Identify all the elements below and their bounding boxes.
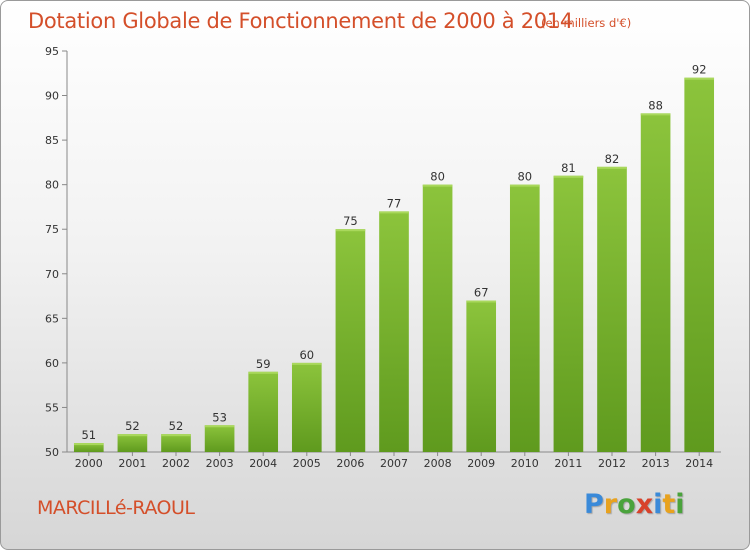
data-label: 77: [387, 196, 402, 210]
logo-letter: r: [603, 489, 618, 520]
y-tick-label: 75: [45, 223, 59, 236]
data-label: 80: [517, 170, 532, 184]
data-label: 51: [81, 428, 96, 442]
x-tick-label: 2011: [554, 457, 582, 470]
x-tick-label: 2006: [336, 457, 364, 470]
bar: [73, 443, 104, 452]
bar: [509, 184, 540, 452]
y-tick-label: 60: [45, 357, 59, 370]
data-label: 80: [430, 170, 445, 184]
data-label: 92: [692, 63, 707, 77]
chart-subtitle: (en milliers d'€): [541, 16, 632, 30]
x-tick-label: 2005: [293, 457, 321, 470]
bar: [161, 434, 191, 452]
y-tick-label: 65: [45, 312, 59, 325]
bar: [379, 211, 409, 452]
bar: [204, 425, 235, 452]
logo-letter: t: [662, 489, 676, 520]
bar-highlight: [466, 300, 497, 303]
bar-highlight: [509, 184, 540, 187]
data-label: 52: [125, 419, 140, 433]
logo-letter: o: [617, 489, 636, 520]
data-label: 81: [561, 161, 576, 175]
bar: [422, 184, 453, 452]
x-tick-label: 2014: [685, 457, 713, 470]
logo-letter: i: [653, 489, 663, 520]
x-tick-label: 2001: [118, 457, 146, 470]
data-label: 82: [605, 152, 620, 166]
logo-letter: x: [635, 489, 654, 520]
y-tick-label: 85: [45, 134, 59, 147]
x-tick-label: 2012: [598, 457, 626, 470]
x-tick-label: 2004: [249, 457, 277, 470]
x-tick-label: 2008: [424, 457, 452, 470]
bar: [640, 113, 671, 452]
bar-highlight: [422, 184, 453, 187]
bar-highlight: [204, 425, 235, 428]
x-tick-label: 2000: [75, 457, 103, 470]
bar: [466, 300, 497, 452]
bar-highlight: [553, 175, 584, 178]
bar: [597, 166, 627, 452]
bar-highlight: [335, 229, 366, 232]
y-tick-label: 80: [45, 179, 59, 192]
bar-highlight: [73, 443, 104, 446]
data-label: 67: [474, 286, 489, 300]
x-tick-label: 2013: [642, 457, 670, 470]
data-label: 53: [212, 410, 227, 424]
bar-highlight: [117, 434, 148, 437]
bar: [553, 175, 584, 452]
data-label: 60: [299, 348, 314, 362]
bar-highlight: [379, 211, 409, 214]
data-label: 88: [648, 98, 663, 112]
bar-highlight: [640, 113, 671, 116]
proxiti-logo: Proxiti: [584, 489, 685, 520]
bar: [248, 371, 279, 452]
bar-highlight: [291, 362, 322, 365]
data-label: 59: [256, 357, 271, 371]
bar-highlight: [161, 434, 191, 437]
x-tick-label: 2010: [511, 457, 539, 470]
bar: [117, 434, 148, 452]
data-label: 75: [343, 214, 358, 228]
chart-title: Dotation Globale de Fonctionnement de 20…: [28, 9, 573, 33]
y-tick-label: 55: [45, 401, 59, 414]
data-label: 52: [169, 419, 184, 433]
bar: [684, 77, 715, 452]
x-tick-label: 2002: [162, 457, 190, 470]
bar-highlight: [248, 371, 279, 374]
bar: [335, 229, 366, 452]
logo-letter: P: [584, 489, 604, 520]
x-tick-label: 2009: [467, 457, 495, 470]
y-tick-label: 50: [45, 446, 59, 459]
y-tick-label: 90: [45, 90, 59, 103]
bar-highlight: [684, 77, 715, 80]
y-tick-label: 95: [45, 45, 59, 58]
bar-highlight: [597, 166, 627, 169]
commune-name: MARCILLé-RAOUL: [37, 497, 195, 519]
bar: [291, 362, 322, 452]
logo-letter: i: [675, 489, 685, 520]
x-tick-label: 2003: [206, 457, 234, 470]
y-tick-label: 70: [45, 268, 59, 281]
x-tick-label: 2007: [380, 457, 408, 470]
